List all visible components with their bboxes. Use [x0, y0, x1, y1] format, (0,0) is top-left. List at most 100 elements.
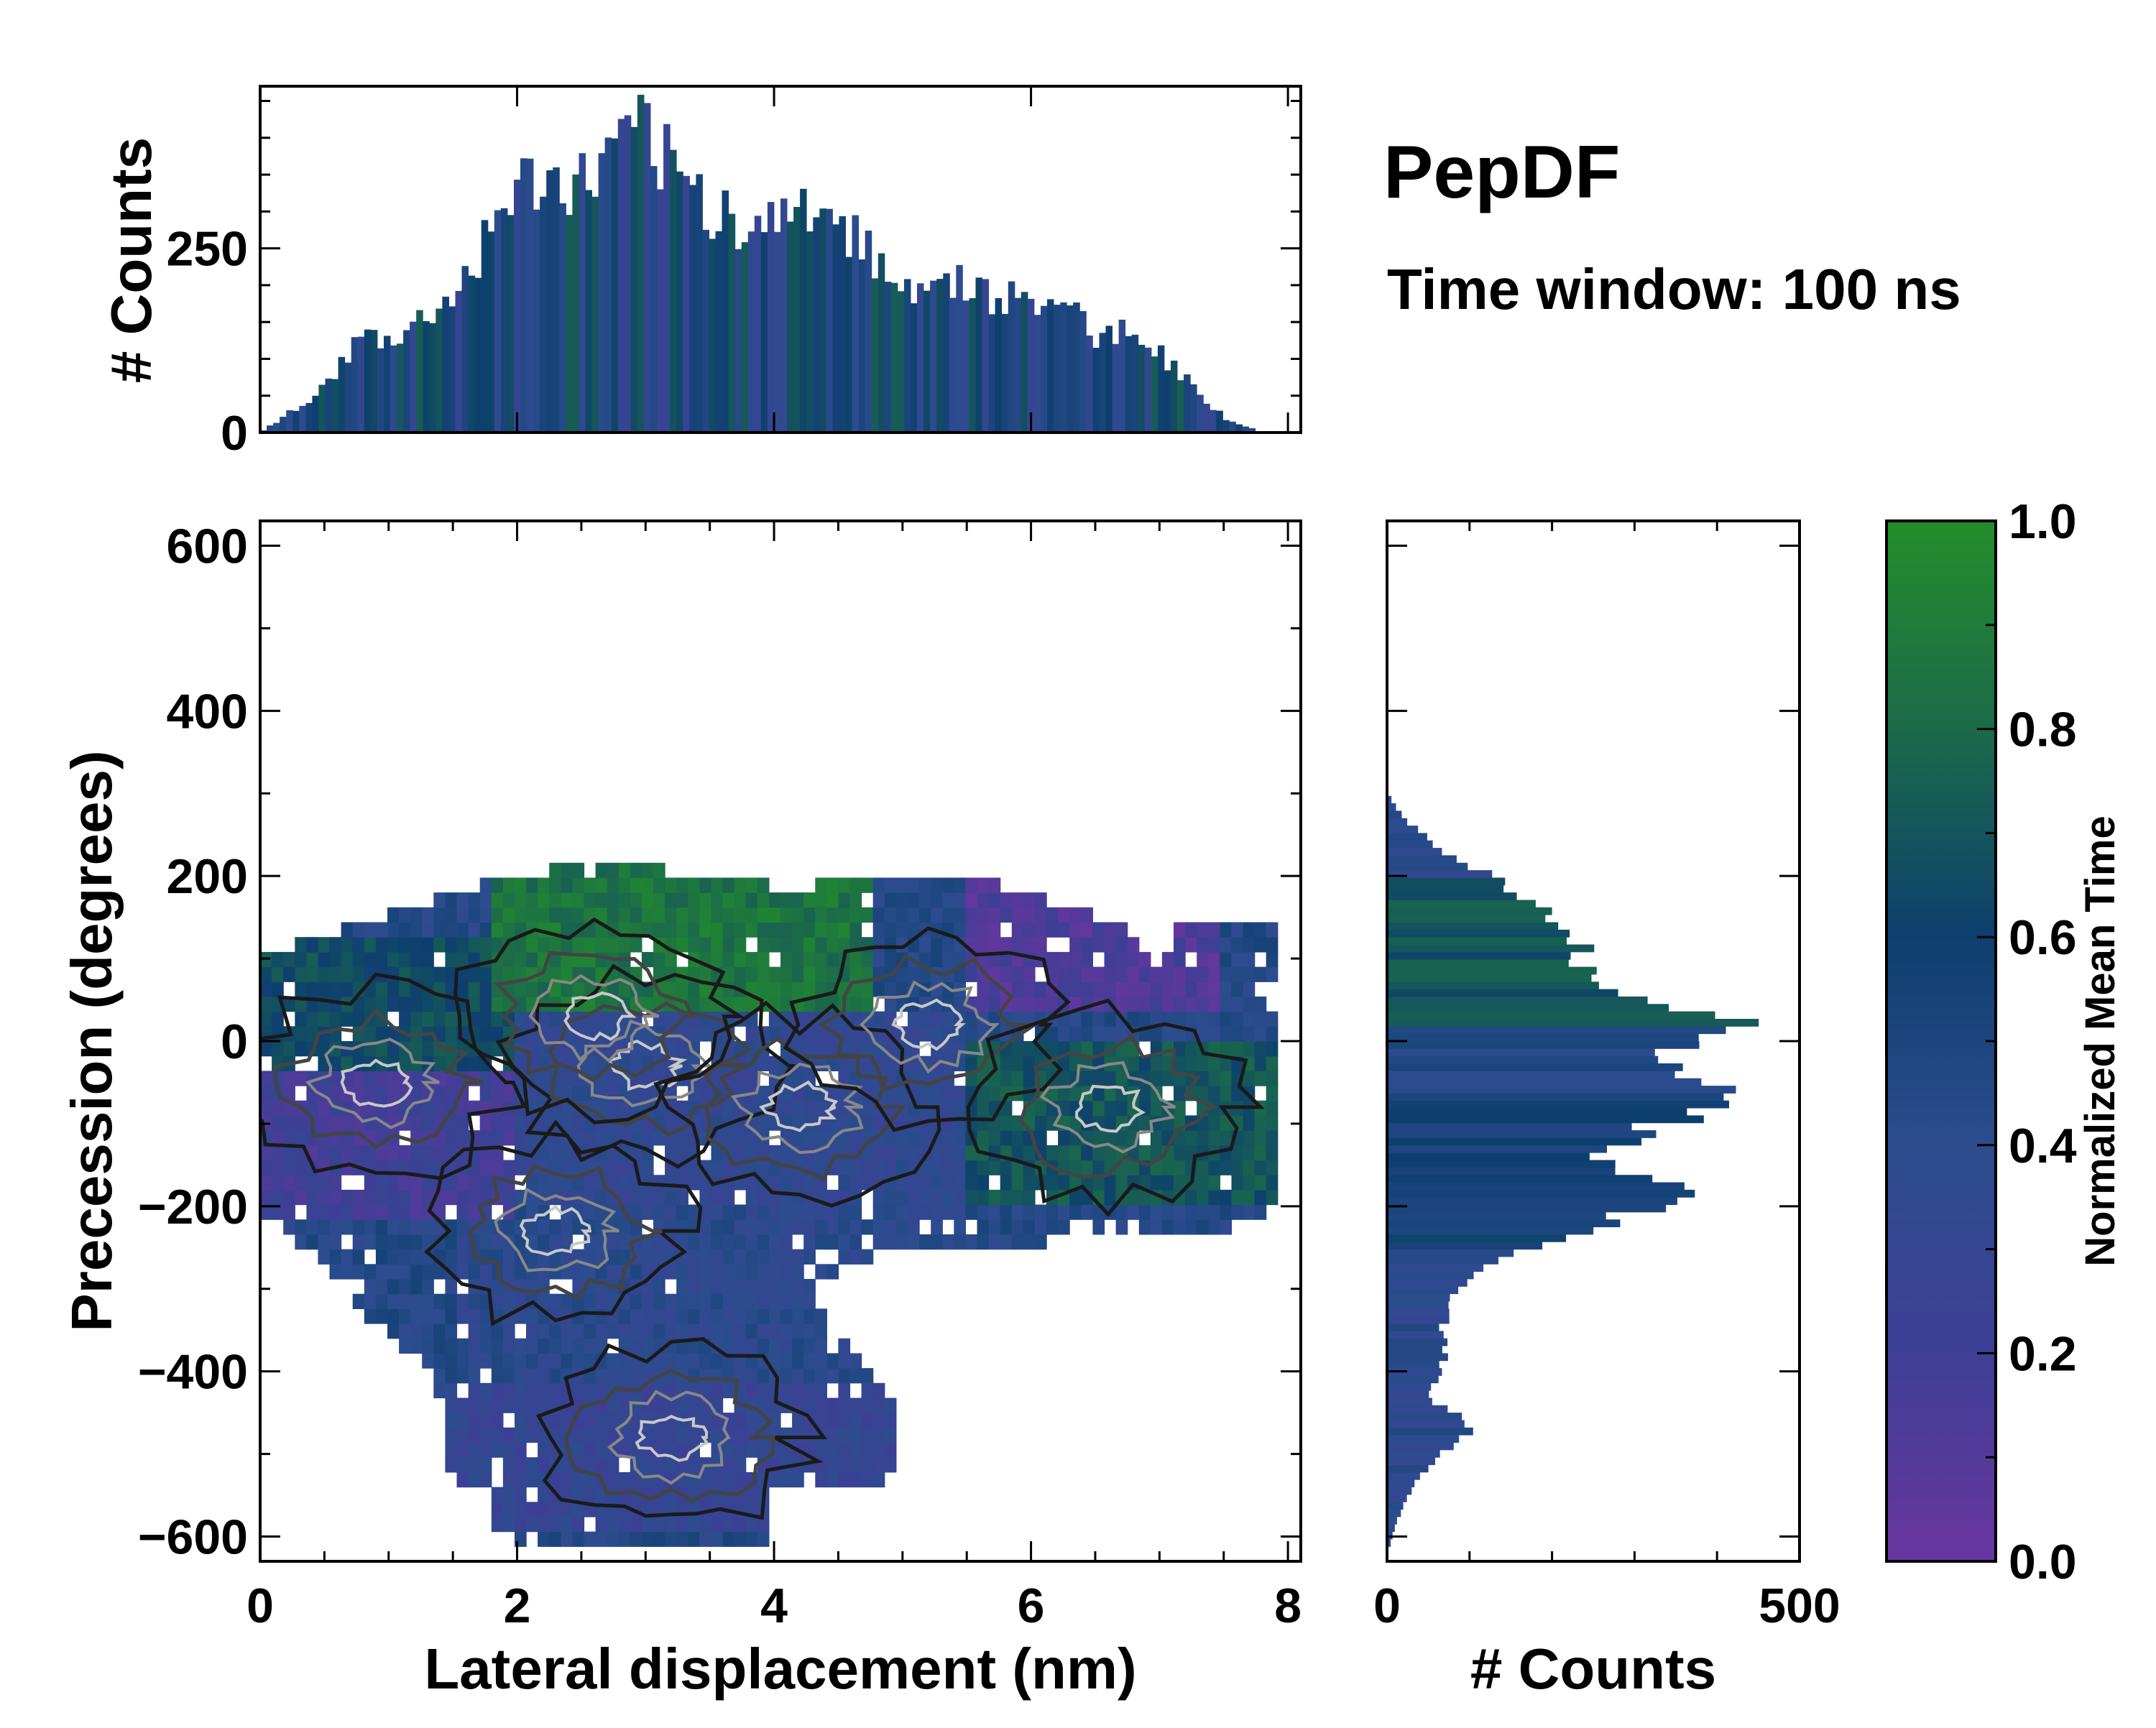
- heatmap-cell: [849, 892, 862, 908]
- heatmap-cell: [515, 877, 527, 893]
- right-histogram-bar: [1387, 989, 1618, 997]
- heatmap-cell: [352, 937, 365, 953]
- heatmap-cell: [1150, 966, 1163, 982]
- heatmap-cell: [1174, 1219, 1186, 1235]
- heatmap-cell: [630, 1264, 642, 1280]
- heatmap-cell: [665, 1323, 677, 1339]
- heatmap-cell: [688, 1279, 700, 1295]
- heatmap-cell: [838, 1055, 851, 1071]
- heatmap-cell: [826, 1189, 839, 1206]
- heatmap-cell: [1069, 951, 1082, 968]
- heatmap-cell: [872, 1442, 885, 1458]
- heatmap-cell: [1127, 1115, 1140, 1131]
- top-histogram-bar: [760, 232, 768, 433]
- heatmap-cell: [1254, 1026, 1267, 1042]
- heatmap-cell: [734, 877, 747, 893]
- heatmap-cell: [711, 1516, 724, 1533]
- heatmap-cell: [375, 1026, 388, 1042]
- right-histogram-bar: [1387, 937, 1567, 945]
- main-ylabel: Precession (degrees): [60, 750, 124, 1331]
- heatmap-cell: [1035, 1100, 1047, 1116]
- top-histogram-bar: [299, 405, 306, 433]
- heatmap-cell: [826, 1368, 839, 1384]
- heatmap-cell: [607, 907, 619, 923]
- heatmap-cell: [1138, 1145, 1151, 1161]
- heatmap-cell: [792, 1204, 804, 1220]
- heatmap-cell: [954, 1100, 966, 1116]
- heatmap-cell: [295, 1234, 307, 1250]
- top-histogram-bar: [767, 202, 775, 433]
- heatmap-cell: [908, 1219, 920, 1235]
- heatmap-cell: [456, 1189, 469, 1206]
- heatmap-cell: [607, 1471, 619, 1488]
- heatmap-cell: [988, 1219, 1001, 1235]
- heatmap-cell: [977, 1234, 990, 1250]
- heatmap-cell: [954, 937, 966, 953]
- heatmap-cell: [1035, 937, 1047, 953]
- heatmap-cell: [838, 1338, 851, 1354]
- heatmap-cell: [895, 1234, 908, 1250]
- top-histogram-bar: [1210, 410, 1217, 433]
- heatmap-cell: [549, 1516, 561, 1533]
- right-histogram-bar: [1387, 840, 1433, 849]
- heatmap-cell: [792, 1413, 804, 1428]
- heatmap-cell: [1220, 1130, 1233, 1146]
- heatmap-cell: [1104, 937, 1117, 953]
- heatmap-cell: [965, 922, 978, 938]
- heatmap-cell: [942, 937, 954, 953]
- top-histogram-bar: [286, 410, 293, 433]
- density-contour: [860, 980, 1000, 1074]
- heatmap-cell: [722, 1442, 735, 1458]
- main-ytick-label: −200: [138, 1180, 248, 1234]
- heatmap-cell: [456, 1368, 469, 1384]
- heatmap-cell: [561, 1502, 573, 1517]
- heatmap-cell: [479, 1442, 492, 1458]
- heatmap-cell: [572, 862, 585, 879]
- heatmap-cell: [965, 1055, 978, 1071]
- heatmap-cell: [711, 1160, 724, 1175]
- heatmap-cell: [977, 966, 990, 982]
- heatmap-cells: [260, 862, 1279, 1547]
- right-histogram-bar: [1387, 1167, 1616, 1175]
- heatmap-cell: [445, 1279, 458, 1295]
- top-histogram-bar: [741, 242, 749, 433]
- heatmap-cell: [1138, 1219, 1151, 1235]
- heatmap-cell: [584, 1130, 596, 1146]
- heatmap-cell: [977, 922, 990, 938]
- heatmap-cell: [422, 922, 434, 938]
- heatmap-cell: [872, 1382, 885, 1399]
- heatmap-cell: [387, 1086, 400, 1101]
- heatmap-cell: [295, 1011, 307, 1027]
- heatmap-cell: [849, 1071, 862, 1086]
- heatmap-cell: [676, 1531, 688, 1547]
- heatmap-cell: [826, 951, 839, 968]
- heatmap-cell: [884, 1442, 897, 1458]
- heatmap-cell: [745, 1026, 758, 1042]
- heatmap-cell: [329, 1145, 342, 1161]
- heatmap-cell: [364, 1264, 377, 1280]
- heatmap-cell: [780, 1293, 793, 1309]
- top-histogram-bar: [715, 231, 722, 433]
- heatmap-cell: [838, 1442, 851, 1458]
- heatmap-cell: [364, 1175, 377, 1191]
- heatmap-cell: [410, 996, 423, 1012]
- heatmap-cell: [1092, 1145, 1105, 1161]
- right-histogram-bar: [1387, 1130, 1657, 1138]
- heatmap-cell: [977, 996, 990, 1012]
- heatmap-cell: [352, 1219, 365, 1235]
- right-histogram-bar: [1387, 1048, 1655, 1057]
- heatmap-cell: [329, 1249, 342, 1265]
- heatmap-cell: [618, 877, 631, 893]
- heatmap-cell: [607, 877, 619, 893]
- heatmap-cell: [954, 1204, 966, 1220]
- top-histogram-bar: [787, 221, 794, 433]
- heatmap-cell: [757, 1189, 770, 1206]
- heatmap-cell: [595, 892, 608, 908]
- heatmap-cell: [375, 981, 388, 997]
- heatmap-cell: [688, 1204, 700, 1220]
- heatmap-cell: [491, 1442, 504, 1458]
- heatmap-cell: [572, 1502, 585, 1517]
- heatmap-cell: [595, 1011, 608, 1027]
- heatmap-cell: [445, 951, 458, 968]
